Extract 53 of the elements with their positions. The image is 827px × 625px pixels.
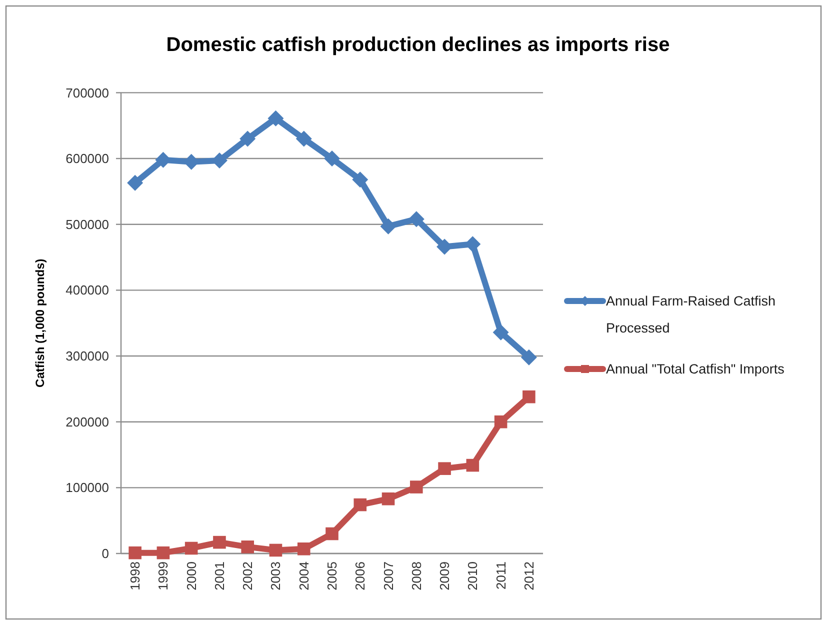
x-tick-label: 2008 <box>408 562 424 590</box>
point <box>352 172 368 188</box>
y-tick-label: 400000 <box>66 282 109 298</box>
chart-title: Domestic catfish production declines as imports rise <box>166 34 670 56</box>
point <box>324 150 340 167</box>
y-tick-label: 600000 <box>66 151 109 166</box>
point <box>354 498 367 512</box>
x-tick-label: 2003 <box>268 562 284 590</box>
point <box>438 462 451 475</box>
y-tick-label: 0 <box>102 546 109 562</box>
y-axis-title: Catfish (1,000 pounds) <box>33 258 47 388</box>
point <box>380 218 396 234</box>
point <box>128 546 142 560</box>
point <box>268 110 284 126</box>
point <box>466 458 480 472</box>
y-tick-label: 700000 <box>66 85 109 100</box>
x-tick-label: 2009 <box>437 562 452 590</box>
x-tick-label: 2004 <box>296 562 312 590</box>
point <box>492 324 509 340</box>
point <box>156 546 170 560</box>
x-tick-label: 2001 <box>212 562 227 590</box>
y-tick-label: 200000 <box>66 414 109 430</box>
point <box>464 236 481 252</box>
x-tick-label: 2005 <box>324 562 340 590</box>
point <box>520 349 537 366</box>
point <box>184 542 198 555</box>
point <box>241 540 254 554</box>
point <box>522 390 536 404</box>
y-tick-label: 300000 <box>66 348 109 364</box>
legend-label: Annual Farm-Raised Catfish Processed <box>606 294 776 336</box>
point <box>382 492 395 506</box>
point <box>269 544 282 557</box>
y-tick-label: 500000 <box>66 216 109 232</box>
x-tick-label: 2002 <box>240 562 256 590</box>
point <box>213 536 226 549</box>
point <box>296 130 312 147</box>
x-tick-label: 2007 <box>380 562 396 590</box>
point <box>127 174 144 191</box>
point <box>297 542 310 556</box>
y-tick-label: 100000 <box>66 480 109 496</box>
x-tick-label: 1998 <box>128 562 143 590</box>
x-tick-label: 2000 <box>184 562 199 590</box>
x-tick-label: 2011 <box>493 562 508 590</box>
x-tick-label: 1999 <box>156 562 171 590</box>
point <box>326 527 338 540</box>
x-tick-label: 2006 <box>352 562 368 590</box>
x-tick-label: 2010 <box>465 562 480 590</box>
point <box>494 415 508 428</box>
x-tick-label: 2012 <box>521 562 536 590</box>
point <box>410 480 423 494</box>
legend-label: Annual "Total Catfish" Imports <box>606 362 785 377</box>
point <box>240 130 256 147</box>
point <box>408 211 424 228</box>
